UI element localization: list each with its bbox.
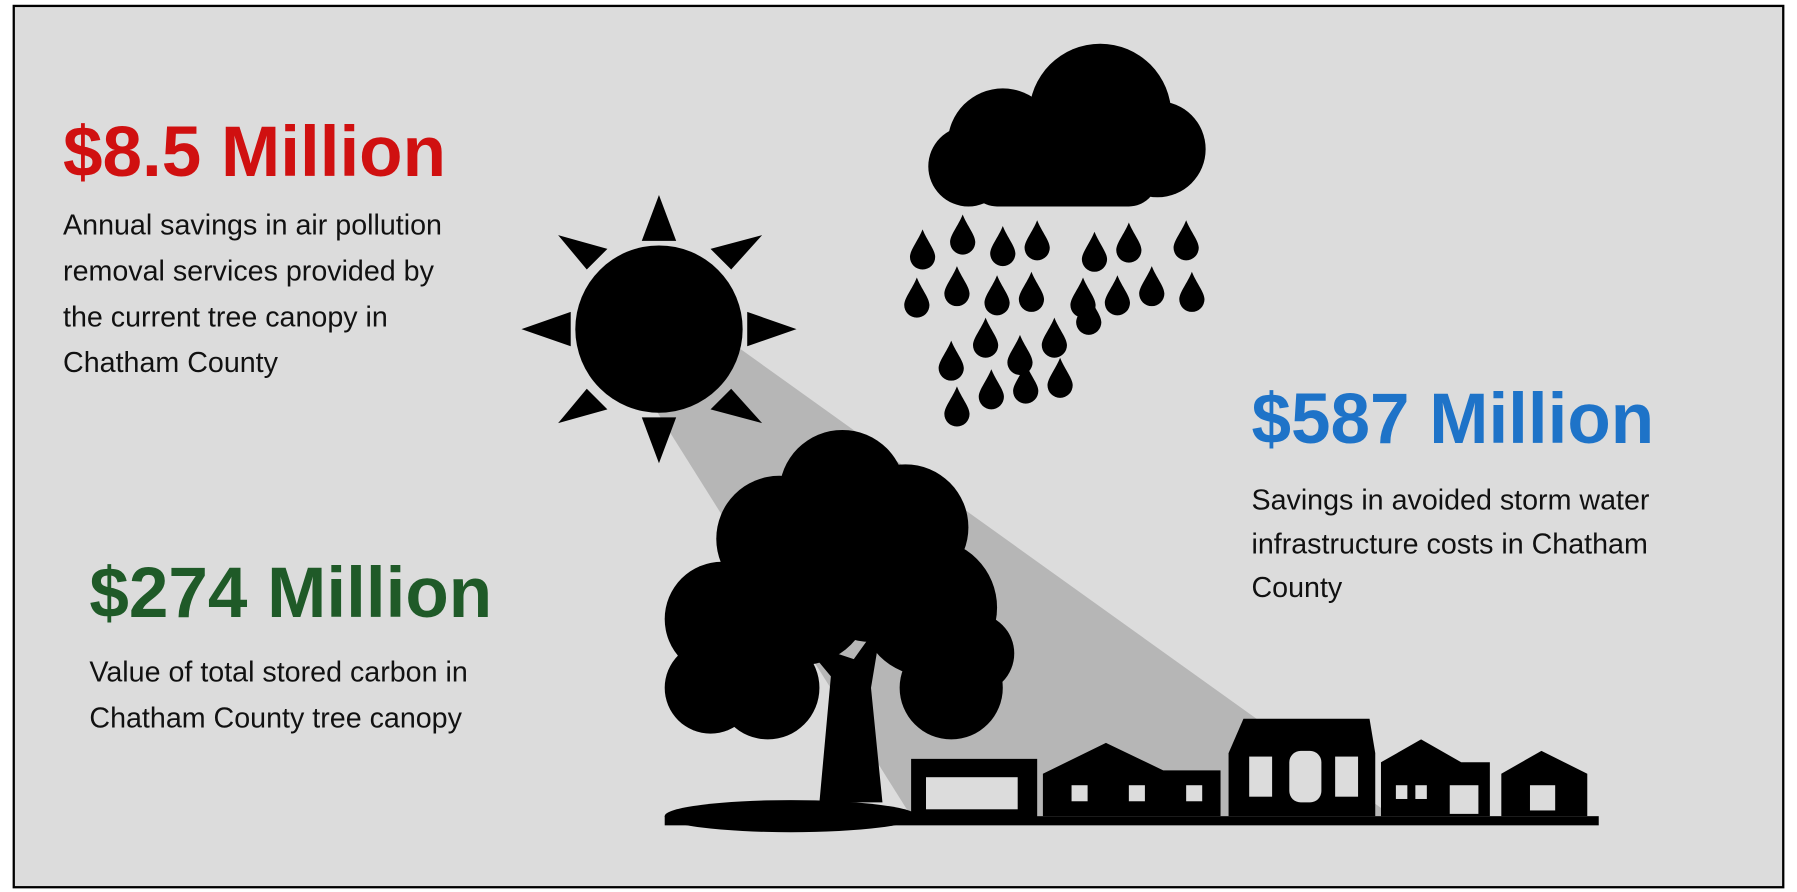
stat-description: Chatham County — [63, 347, 279, 379]
stat-description: the current tree canopy in — [63, 301, 388, 333]
stat-description: Value of total stored carbon in — [89, 657, 467, 689]
stat-description: County — [1251, 572, 1342, 604]
stat-description: Annual savings in air pollution — [63, 210, 442, 242]
stat-description: Chatham County tree canopy — [89, 702, 462, 734]
infographic: $8.5 Million Annual savings in air pollut… — [0, 0, 1797, 892]
stat-description: infrastructure costs in Chatham — [1251, 528, 1647, 560]
stat-headline: $587 Million — [1251, 380, 1654, 459]
stat-headline: $8.5 Million — [63, 113, 446, 192]
stat-headline: $274 Million — [89, 554, 492, 633]
stat-description: Savings in avoided storm water — [1251, 485, 1649, 517]
stat-description: removal services provided by — [63, 256, 435, 288]
